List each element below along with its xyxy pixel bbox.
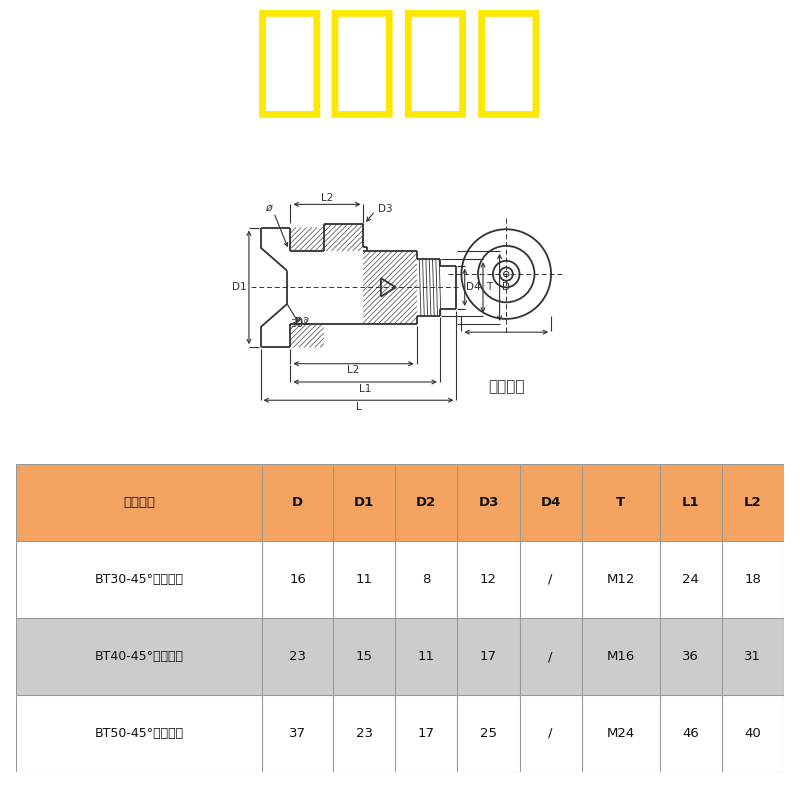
Text: M12: M12 xyxy=(606,573,635,586)
Text: BT40-45°（出水）: BT40-45°（出水） xyxy=(94,650,184,663)
Text: 25: 25 xyxy=(480,727,497,740)
Text: 17: 17 xyxy=(418,727,435,740)
Text: 型号解析: 型号解析 xyxy=(254,3,546,121)
Text: ø: ø xyxy=(266,202,272,213)
Text: 中心出水: 中心出水 xyxy=(488,379,525,394)
Text: 37: 37 xyxy=(289,727,306,740)
Text: L2: L2 xyxy=(321,193,333,202)
Text: 18: 18 xyxy=(745,573,762,586)
Text: 16: 16 xyxy=(289,573,306,586)
Text: 36: 36 xyxy=(682,650,699,663)
Text: D4: D4 xyxy=(466,282,480,292)
Text: /: / xyxy=(549,727,553,740)
Bar xyxy=(16,695,784,772)
Text: 12: 12 xyxy=(480,573,497,586)
Bar xyxy=(16,541,784,618)
Text: 24: 24 xyxy=(682,573,699,586)
Text: D3: D3 xyxy=(478,496,498,509)
Text: 产品规格: 产品规格 xyxy=(123,496,155,509)
Text: L2: L2 xyxy=(744,496,762,509)
Text: M24: M24 xyxy=(606,727,635,740)
Text: /: / xyxy=(549,650,553,663)
Text: D: D xyxy=(502,282,510,292)
Text: M16: M16 xyxy=(606,650,635,663)
Text: D4: D4 xyxy=(541,496,561,509)
Text: 11: 11 xyxy=(418,650,435,663)
Text: 30°: 30° xyxy=(290,319,309,329)
Text: 31: 31 xyxy=(744,650,762,663)
Text: 15: 15 xyxy=(356,650,373,663)
Text: 23: 23 xyxy=(356,727,373,740)
Text: L2: L2 xyxy=(347,366,360,375)
Text: D3: D3 xyxy=(378,204,393,214)
Text: L: L xyxy=(356,402,362,412)
Text: 8: 8 xyxy=(422,573,430,586)
Text: T: T xyxy=(486,282,493,292)
Text: D2: D2 xyxy=(416,496,437,509)
Text: L1: L1 xyxy=(359,384,371,394)
Text: BT30-45°（出水）: BT30-45°（出水） xyxy=(94,573,184,586)
Text: D1: D1 xyxy=(354,496,374,509)
Text: 46: 46 xyxy=(682,727,699,740)
Text: D: D xyxy=(292,496,303,509)
Bar xyxy=(16,618,784,695)
Text: BT50-45°（出水）: BT50-45°（出水） xyxy=(94,727,184,740)
Text: T: T xyxy=(616,496,626,509)
Text: 40: 40 xyxy=(745,727,762,740)
Text: 23: 23 xyxy=(289,650,306,663)
Bar xyxy=(16,464,784,541)
Text: 17: 17 xyxy=(480,650,497,663)
Text: L1: L1 xyxy=(682,496,699,509)
Text: /: / xyxy=(549,573,553,586)
Text: D1: D1 xyxy=(232,282,247,292)
Text: D2: D2 xyxy=(294,318,310,327)
Text: 11: 11 xyxy=(356,573,373,586)
